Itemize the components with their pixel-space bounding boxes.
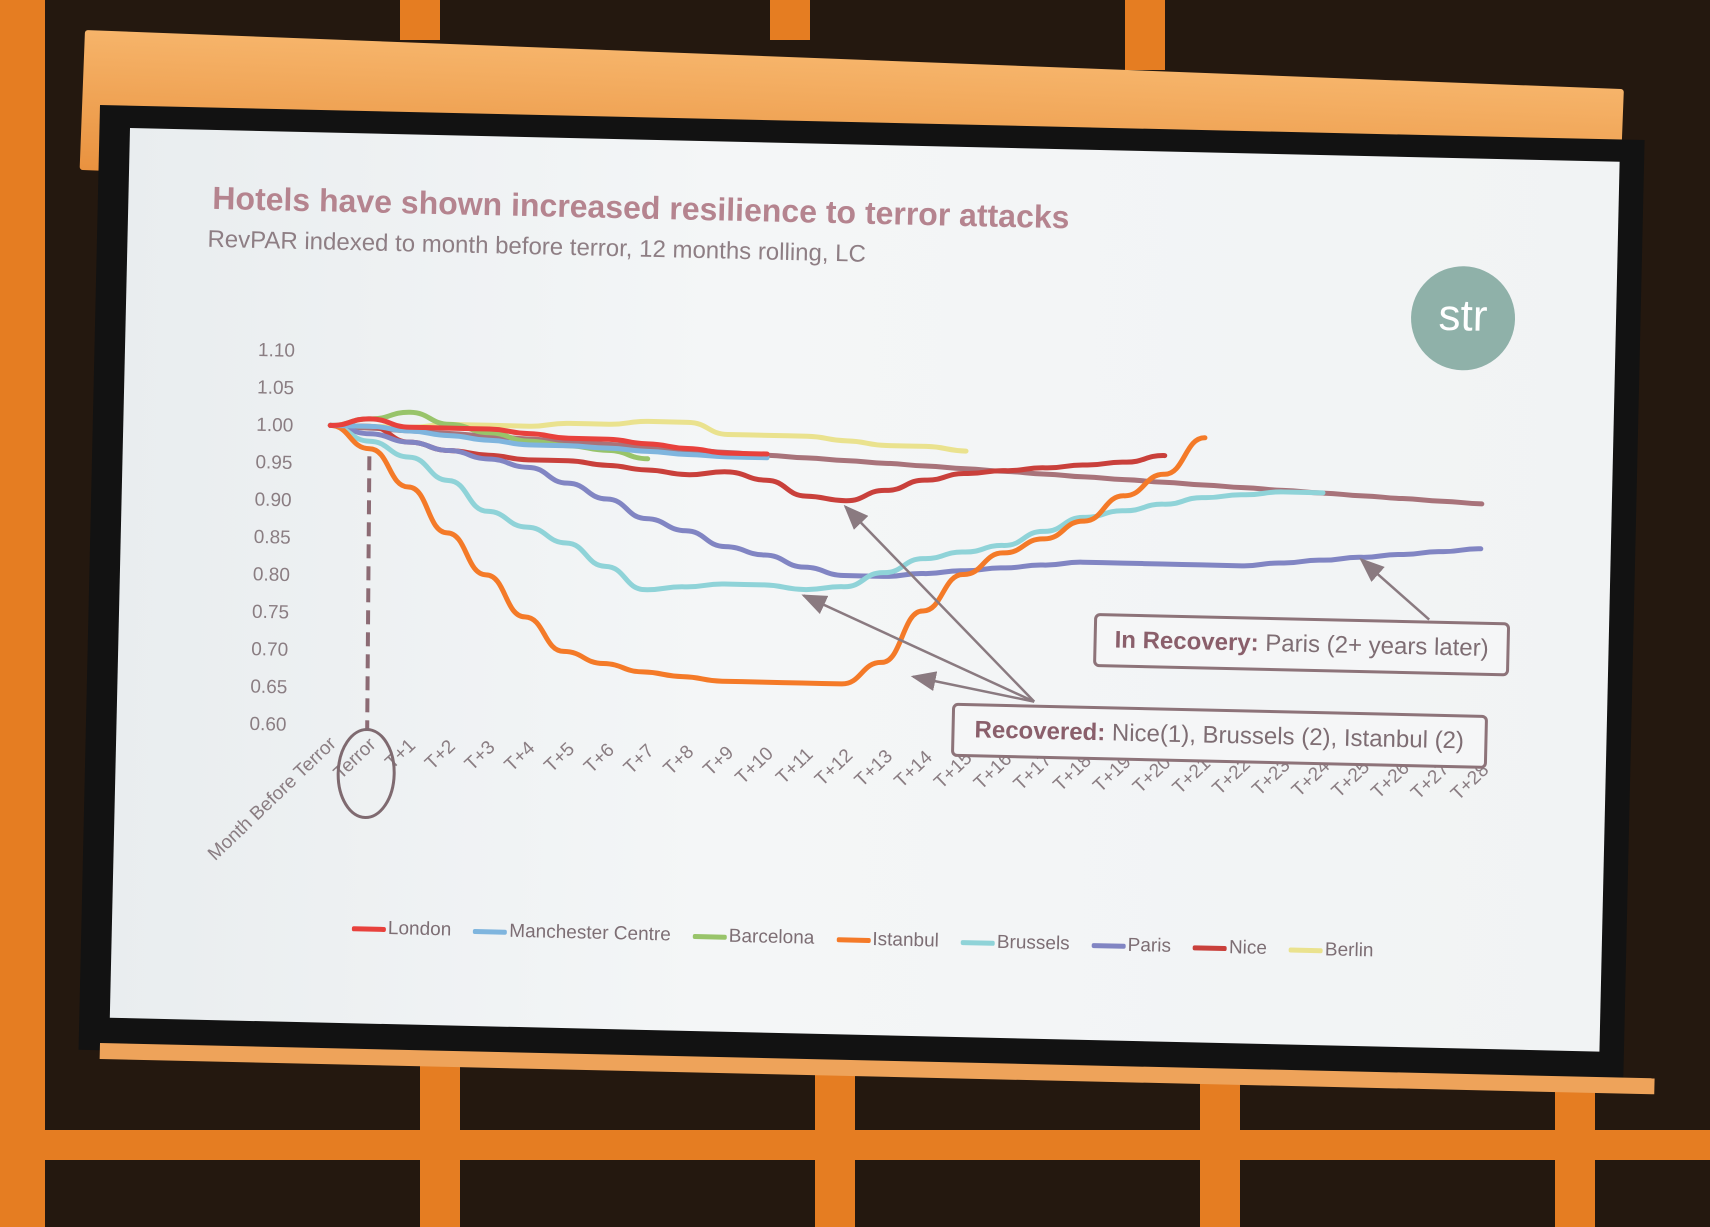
frame-beam bbox=[420, 1050, 460, 1227]
legend-swatch bbox=[960, 939, 995, 946]
frame-beam bbox=[1125, 0, 1165, 70]
terror-highlight-circle bbox=[336, 728, 396, 820]
x-tick-label: T+14 bbox=[891, 747, 938, 793]
recovered-arrow bbox=[843, 504, 1036, 703]
presentation-slide: Hotels have shown increased resilience t… bbox=[109, 128, 1620, 1052]
series-line-manchester-centre bbox=[327, 422, 770, 461]
legend-swatch bbox=[692, 933, 727, 940]
legend-swatch bbox=[351, 925, 386, 932]
y-tick-label: 0.75 bbox=[252, 602, 289, 624]
legend-item: Brussels bbox=[960, 931, 1070, 955]
y-tick-label: 0.85 bbox=[254, 527, 291, 549]
y-tick-label: 0.90 bbox=[254, 490, 291, 512]
y-tick-label: 1.10 bbox=[258, 340, 295, 362]
legend-swatch bbox=[1192, 944, 1227, 951]
x-tick-label: T+6 bbox=[580, 740, 619, 778]
series-line-istanbul bbox=[327, 422, 1208, 687]
legend-label: Manchester Centre bbox=[509, 920, 672, 946]
y-tick-label: 1.00 bbox=[256, 415, 293, 437]
recovered-arrow bbox=[910, 671, 1035, 703]
y-tick-label: 0.95 bbox=[255, 452, 292, 474]
x-tick-label: T+10 bbox=[732, 743, 778, 788]
legend-item: Paris bbox=[1091, 934, 1171, 958]
legend-item: Istanbul bbox=[836, 928, 939, 952]
x-tick-label: T+13 bbox=[851, 746, 897, 791]
series-line-berlin bbox=[327, 418, 969, 454]
terror-dashed-line bbox=[365, 456, 372, 729]
in-recovery-annotation: In Recovery: Paris (2+ years later) bbox=[1093, 613, 1511, 677]
x-tick-label: T+5 bbox=[540, 739, 579, 777]
legend-label: Nice bbox=[1228, 937, 1268, 960]
y-tick-label: 0.60 bbox=[249, 714, 286, 736]
in-recovery-arrow bbox=[1359, 557, 1431, 621]
x-tick-label: Month Before Terror bbox=[204, 733, 341, 865]
x-tick-label: T+8 bbox=[660, 741, 699, 779]
series-line-brussels bbox=[327, 422, 1326, 593]
y-tick-label: 1.05 bbox=[257, 377, 294, 399]
x-tick-label: T+11 bbox=[772, 744, 817, 789]
legend-item: Berlin bbox=[1288, 939, 1374, 963]
legend-item: Barcelona bbox=[692, 925, 815, 950]
y-tick-label: 0.70 bbox=[251, 639, 288, 661]
y-tick-label: 0.65 bbox=[250, 676, 287, 698]
legend-label: London bbox=[387, 918, 452, 941]
legend-label: Paris bbox=[1127, 934, 1172, 957]
legend-label: Brussels bbox=[996, 931, 1070, 955]
recovered-arrow bbox=[801, 594, 1035, 703]
x-tick-label: T+12 bbox=[811, 745, 857, 790]
revpar-line-chart: 1.10 1.05 1.00 0.95 0.90 0.85 0.80 0.75 0.70 0.65… bbox=[204, 340, 1493, 865]
legend-label: Istanbul bbox=[872, 929, 940, 952]
legend-label: Berlin bbox=[1324, 939, 1374, 962]
legend-swatch bbox=[473, 928, 508, 935]
recovered-label: Recovered: bbox=[974, 716, 1106, 747]
x-tick-label: T+1 bbox=[381, 735, 420, 773]
x-tick-label: T+2 bbox=[421, 736, 460, 774]
series-line-paris bbox=[327, 422, 1484, 579]
in-recovery-label: In Recovery: bbox=[1114, 626, 1259, 657]
recovered-text: Nice(1), Brussels (2), Istanbul (2) bbox=[1104, 719, 1465, 755]
x-tick-label: T+4 bbox=[501, 738, 540, 776]
legend-item: Nice bbox=[1192, 936, 1268, 960]
legend-swatch bbox=[1091, 942, 1126, 949]
frame-beam bbox=[770, 0, 810, 40]
legend-item: Manchester Centre bbox=[473, 920, 671, 946]
x-tick-label: T+3 bbox=[461, 737, 500, 775]
legend-swatch bbox=[836, 936, 871, 943]
legend-label: Barcelona bbox=[728, 925, 815, 949]
frame-beam bbox=[0, 0, 45, 1227]
legend-swatch bbox=[1288, 947, 1323, 953]
x-tick-label: T+7 bbox=[620, 741, 659, 779]
frame-beam bbox=[0, 1130, 1710, 1160]
legend-item: London bbox=[351, 917, 452, 941]
in-recovery-text: Paris (2+ years later) bbox=[1258, 629, 1489, 662]
y-tick-label: 0.80 bbox=[253, 564, 290, 586]
series-line-london bbox=[327, 416, 770, 457]
frame-beam bbox=[815, 1050, 855, 1227]
frame-beam bbox=[400, 0, 440, 40]
